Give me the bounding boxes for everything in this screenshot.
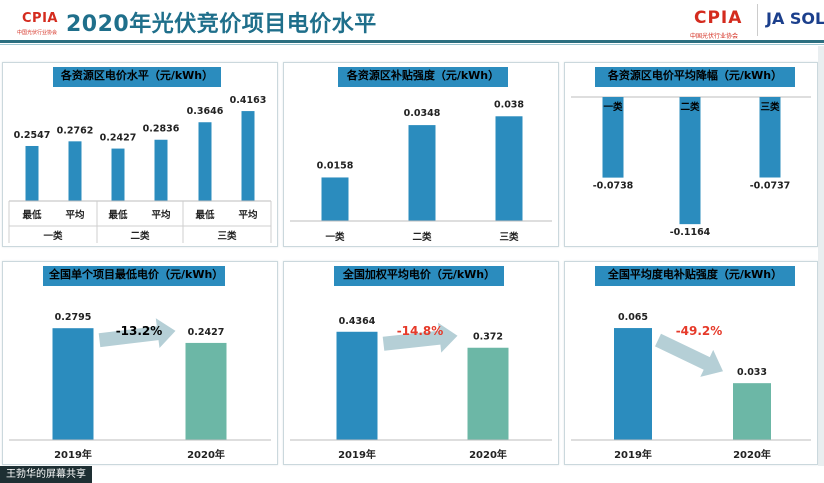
bar xyxy=(241,111,255,201)
bar xyxy=(759,97,781,178)
bar xyxy=(25,145,39,201)
bar xyxy=(408,125,436,221)
x-tick-label: 平均 xyxy=(65,209,85,221)
bar xyxy=(495,116,523,221)
bar xyxy=(68,141,82,201)
ja-solar-logo: JA SOLA xyxy=(762,6,824,36)
x-tick-label: 三类 xyxy=(760,101,780,113)
group-label: 一类 xyxy=(43,230,63,242)
trend-arrow xyxy=(98,318,176,348)
page-title: 2020年光伏竞价项目电价水平 xyxy=(66,12,377,37)
x-tick-label: 三类 xyxy=(499,231,519,243)
data-label: 0.038 xyxy=(494,99,524,110)
data-label: 0.2427 xyxy=(188,327,225,338)
bar xyxy=(679,97,701,225)
x-tick-label: 2019年 xyxy=(614,448,652,461)
chart-title: 全国加权平均电价（元/kWh） xyxy=(334,266,504,286)
x-tick-label: 一类 xyxy=(603,101,623,113)
group-label: 三类 xyxy=(217,230,237,242)
change-percent: -49.2% xyxy=(676,324,723,338)
trend-arrow xyxy=(382,322,458,353)
data-label: 0.033 xyxy=(737,367,767,378)
chart-resource-subsidy: 0.0158 一类 0.0348 二类 0.038 三类 xyxy=(290,99,552,243)
data-label: 0.372 xyxy=(473,332,503,343)
bar xyxy=(467,347,509,440)
data-label: 0.2836 xyxy=(143,124,180,135)
screen-share-label: 王勃华的屏幕共享 xyxy=(0,466,92,483)
data-label: 0.2547 xyxy=(14,130,51,141)
bar xyxy=(602,97,624,178)
chart-national-lowest: 0.2795 2019年 0.2427 2020年 -13.2% xyxy=(9,312,271,461)
x-tick-label: 二类 xyxy=(680,101,700,113)
change-percent: -14.8% xyxy=(397,324,444,338)
header-rule-thin xyxy=(0,44,824,45)
data-label: 0.065 xyxy=(618,312,648,323)
cpia-logo-right: CPIA 中国光伏行业协会 xyxy=(686,2,752,40)
cpia-logo-left: CPIA 中国光伏行业协会 xyxy=(14,4,62,38)
x-tick-label: 二类 xyxy=(412,231,432,243)
data-label: -0.1164 xyxy=(670,227,711,238)
data-label: 0.3646 xyxy=(187,106,224,117)
panel-resource-decline: 各资源区电价平均降幅（元/kWh） 一类 -0.0738 二类 -0.1164 三类 -0… xyxy=(564,62,818,247)
cpia-logo-left-subtext: 中国光伏行业协会 xyxy=(17,30,58,36)
data-label: -0.0737 xyxy=(750,181,791,192)
bar xyxy=(111,148,125,201)
x-tick-label: 2020年 xyxy=(733,448,771,461)
header-rule xyxy=(0,40,824,43)
data-label: 0.4364 xyxy=(339,316,376,327)
bar xyxy=(52,328,94,440)
bar xyxy=(154,139,168,201)
chart-title: 全国单个项目最低电价（元/kWh） xyxy=(43,266,225,286)
chart-title: 各资源区电价平均降幅（元/kWh） xyxy=(595,67,795,87)
panel-resource-price: 各资源区电价水平（元/kWh） 0.2547 最低 0.2762 平均 0.2427 最低… xyxy=(2,62,278,247)
chart-title: 各资源区电价水平（元/kWh） xyxy=(53,67,221,87)
x-tick-label: 最低 xyxy=(22,209,42,221)
panel-national-lowest: 全国单个项目最低电价（元/kWh） 0.2795 2019年 0.2427 2020年… xyxy=(2,261,278,465)
x-tick-label: 2019年 xyxy=(338,448,376,461)
x-tick-label: 最低 xyxy=(108,209,128,221)
logo-divider xyxy=(757,4,758,36)
ja-solar-logo-text: JA SOLA xyxy=(766,9,824,28)
x-tick-label: 最低 xyxy=(195,209,215,221)
chart-title: 全国平均度电补贴强度（元/kWh） xyxy=(595,266,795,286)
data-label: 0.0348 xyxy=(404,108,441,119)
group-label: 二类 xyxy=(130,230,150,242)
chart-resource-decline: 一类 -0.0738 二类 -0.1164 三类 -0.0737 xyxy=(571,96,811,238)
data-label: 0.2762 xyxy=(57,125,94,136)
change-percent: -13.2% xyxy=(116,324,163,338)
data-label: -0.0738 xyxy=(593,181,634,192)
bar xyxy=(614,328,652,440)
data-label: 0.0158 xyxy=(317,160,354,171)
cpia-logo-right-subtext: 中国光伏行业协会 xyxy=(690,33,739,40)
panel-national-weighted: 全国加权平均电价（元/kWh） 0.4364 2019年 0.372 2020年 -14… xyxy=(283,261,559,465)
cpia-logo-right-text: CPIA xyxy=(694,8,743,28)
chart-title: 各资源区补贴强度（元/kWh） xyxy=(338,67,508,87)
trend-arrow xyxy=(655,333,723,377)
data-label: 0.4163 xyxy=(230,95,267,106)
chart-resource-price: 0.2547 最低 0.2762 平均 0.2427 最低 0.2836 平均 0.3646 最低… xyxy=(8,95,272,243)
x-tick-label: 2020年 xyxy=(187,448,225,461)
panel-national-subsidy: 全国平均度电补贴强度（元/kWh） 0.065 2019年 0.033 2020年 -4… xyxy=(564,261,818,465)
x-tick-label: 2019年 xyxy=(54,448,92,461)
bar xyxy=(321,177,349,221)
right-edge-strip xyxy=(818,46,824,466)
cpia-logo-left-text: CPIA xyxy=(22,11,58,26)
header-bar: CPIA 中国光伏行业协会 2020年光伏竞价项目电价水平 CPIA 中国光伏行… xyxy=(0,0,824,45)
panel-resource-subsidy: 各资源区补贴强度（元/kWh） 0.0158 一类 0.0348 二类 0.038 三类 xyxy=(283,62,559,247)
bar xyxy=(185,342,227,440)
x-tick-label: 平均 xyxy=(238,209,258,221)
bar xyxy=(198,122,212,201)
bar xyxy=(733,383,771,440)
data-label: 0.2427 xyxy=(100,133,137,144)
x-tick-label: 一类 xyxy=(325,231,345,243)
x-tick-label: 2020年 xyxy=(469,448,507,461)
x-tick-label: 平均 xyxy=(151,209,171,221)
bar xyxy=(336,331,378,440)
chart-national-weighted: 0.4364 2019年 0.372 2020年 -14.8% xyxy=(290,316,552,461)
data-label: 0.2795 xyxy=(55,312,92,323)
chart-national-subsidy: 0.065 2019年 0.033 2020年 -49.2% xyxy=(571,312,811,461)
